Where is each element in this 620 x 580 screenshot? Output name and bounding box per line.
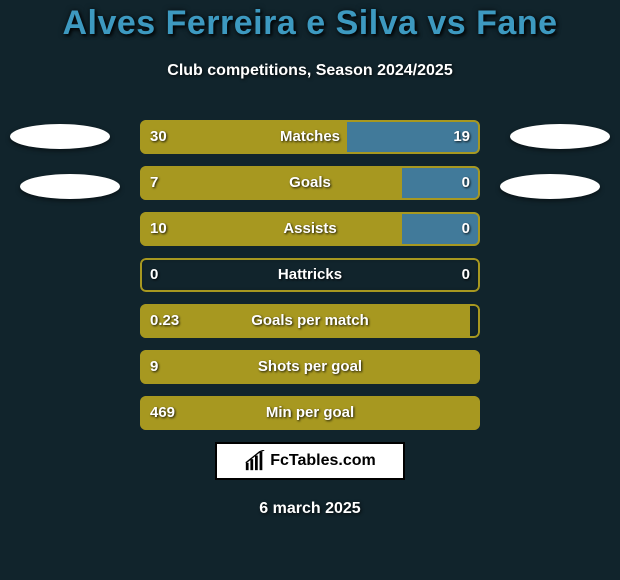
stat-bars-container: 30Matches197Goals010Assists00Hattricks00… <box>140 120 480 442</box>
team-badge-left <box>10 124 110 149</box>
stat-label: Shots per goal <box>140 350 480 384</box>
stat-label: Assists <box>140 212 480 246</box>
stat-row: 9Shots per goal <box>140 350 480 384</box>
logo-box: FcTables.com <box>215 442 405 480</box>
page-title: Alves Ferreira e Silva vs Fane <box>0 4 620 43</box>
team-badge-right <box>500 174 600 199</box>
logo-text: FcTables.com <box>270 452 376 470</box>
stat-row: 0.23Goals per match <box>140 304 480 338</box>
stat-row: 0Hattricks0 <box>140 258 480 292</box>
stat-label: Goals per match <box>140 304 480 338</box>
team-badge-right <box>510 124 610 149</box>
stat-value-right: 0 <box>462 212 470 246</box>
footer-date: 6 march 2025 <box>0 500 620 518</box>
stat-row: 10Assists0 <box>140 212 480 246</box>
stat-value-right: 0 <box>462 166 470 200</box>
team-badge-left <box>20 174 120 199</box>
page-subtitle: Club competitions, Season 2024/2025 <box>0 62 620 80</box>
stat-row: 7Goals0 <box>140 166 480 200</box>
stat-label: Min per goal <box>140 396 480 430</box>
stat-label: Hattricks <box>140 258 480 292</box>
comparison-infographic: Alves Ferreira e Silva vs Fane Club comp… <box>0 0 620 580</box>
stat-value-right: 19 <box>453 120 470 154</box>
stat-label: Matches <box>140 120 480 154</box>
stat-value-right: 0 <box>462 258 470 292</box>
stat-label: Goals <box>140 166 480 200</box>
stat-row: 30Matches19 <box>140 120 480 154</box>
stat-row: 469Min per goal <box>140 396 480 430</box>
chart-icon <box>244 450 266 472</box>
